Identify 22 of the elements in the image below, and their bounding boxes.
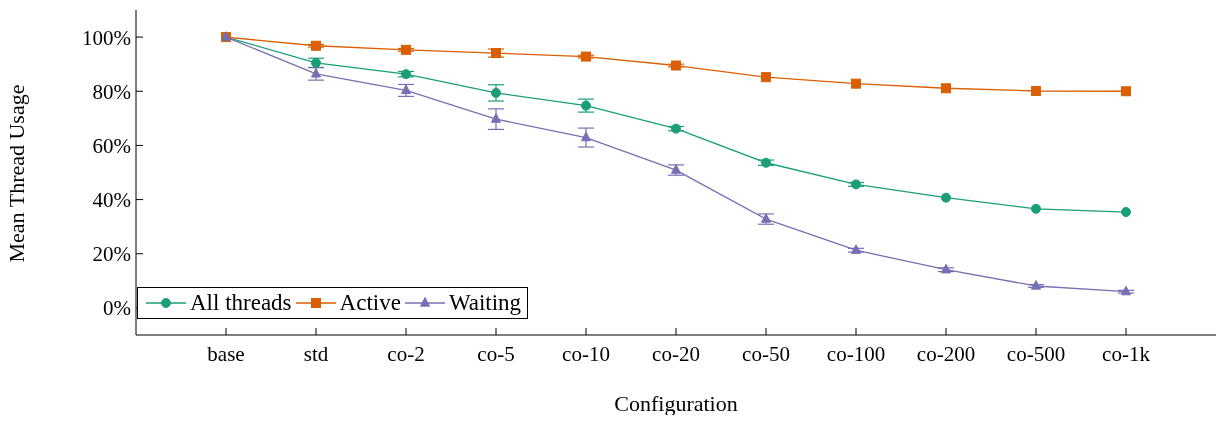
legend-label: Active — [339, 290, 401, 316]
y-tick-label: 60% — [92, 133, 131, 158]
x-tick-label: co-2 — [387, 341, 425, 366]
y-tick-label: 80% — [92, 79, 131, 104]
x-axis-title: Configuration — [614, 391, 738, 416]
y-tick-label: 100% — [82, 25, 131, 50]
y-tick-label: 40% — [92, 188, 131, 213]
x-tick-label: co-1k — [1102, 341, 1151, 366]
x-tick-label: co-10 — [562, 341, 610, 366]
x-tick-label: co-200 — [916, 341, 976, 366]
x-tick-label: co-500 — [1006, 341, 1066, 366]
x-tick-label: std — [303, 341, 329, 366]
y-tick-label: 0% — [103, 296, 131, 321]
x-tick-label: co-20 — [652, 341, 700, 366]
y-axis-title: Mean Thread Usage — [3, 84, 29, 263]
legend-label: All threads — [190, 290, 292, 316]
x-tick-label: co-50 — [742, 341, 790, 366]
x-tick-label: co-5 — [477, 341, 515, 366]
x-tick-label: base — [207, 341, 245, 366]
x-tick-label: co-100 — [826, 341, 886, 366]
y-tick-label: 20% — [92, 242, 131, 267]
legend-label: Waiting — [448, 290, 522, 316]
